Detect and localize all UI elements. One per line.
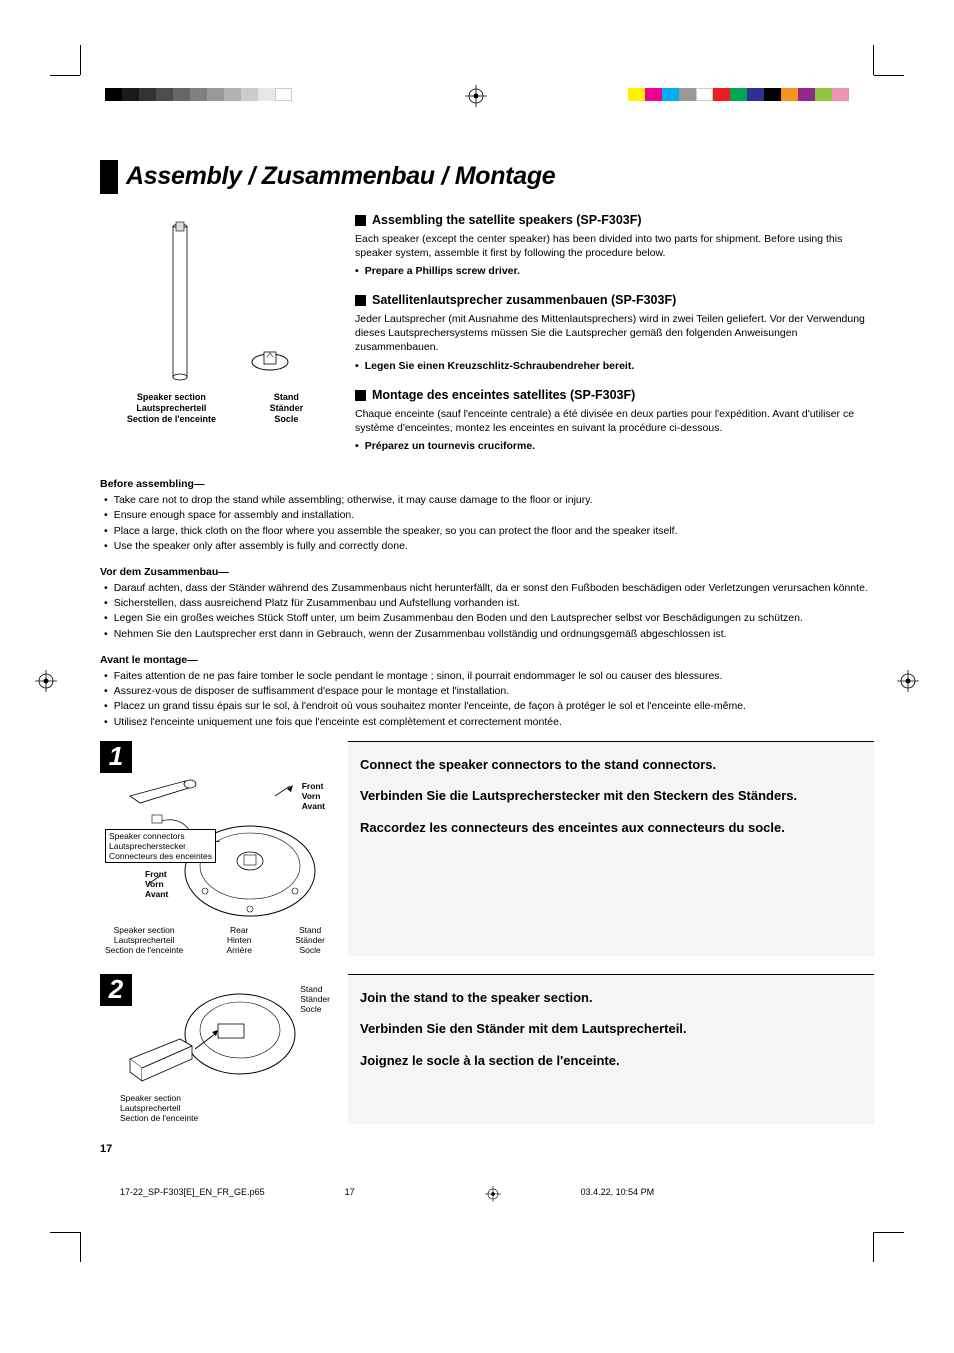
section-en: Assembling the satellite speakers (SP-F3… bbox=[355, 212, 874, 278]
step-1: 1 bbox=[100, 741, 874, 956]
warning-item: Faites attention de ne pas faire tomber … bbox=[104, 669, 874, 683]
warning-block: Vor dem Zusammenbau— Darauf achten, dass … bbox=[100, 565, 874, 641]
page-title: Assembly / Zusammenbau / Montage bbox=[126, 160, 555, 194]
section-de: Satellitenlautsprecher zusammenbauen (SP… bbox=[355, 292, 874, 373]
warning-item: Nehmen Sie den Lautsprecher erst dann in… bbox=[104, 627, 874, 641]
registration-mark-left-icon bbox=[35, 670, 57, 692]
bullet-en: Prepare a Phillips screw driver. bbox=[355, 264, 874, 278]
heading-de: Satellitenlautsprecher zusammenbauen (SP… bbox=[355, 292, 874, 309]
step2-speaker-label: Speaker section Lautsprecherteil Section… bbox=[120, 1093, 198, 1124]
footer-file: 17-22_SP-F303[E]_EN_FR_GE.p65 bbox=[120, 1186, 265, 1202]
step1-connectors-label: Speaker connectors Lautsprecherstecker C… bbox=[105, 829, 216, 864]
grayscale-bar bbox=[105, 88, 292, 101]
warning-item: Sicherstellen, dass ausreichend Platz fü… bbox=[104, 596, 874, 610]
step2-stand-label: Stand Ständer Socle bbox=[300, 984, 330, 1015]
warning-title: Before assembling— bbox=[100, 477, 874, 491]
top-crop-marks bbox=[0, 0, 954, 110]
warning-item: Legen Sie ein großes weiches Stück Stoff… bbox=[104, 611, 874, 625]
step1-front-label-mid: Front Vorn Avant bbox=[145, 869, 168, 900]
step-1-number: 1 bbox=[100, 741, 132, 773]
heading-en: Assembling the satellite speakers (SP-F3… bbox=[355, 212, 874, 229]
body-en: Each speaker (except the center speaker)… bbox=[355, 232, 874, 260]
body-de: Jeder Lautsprecher (mit Ausnahme des Mit… bbox=[355, 312, 874, 355]
step-2-text: Join the stand to the speaker section. V… bbox=[348, 974, 874, 1124]
step1-rear-label: Rear Hinten Arrière bbox=[226, 925, 252, 956]
step1-stand-label: Stand Ständer Socle bbox=[295, 925, 325, 956]
warning-item: Utilisez l'enceinte uniquement une fois … bbox=[104, 715, 874, 729]
bullet-fr: Préparez un tournevis cruciforme. bbox=[355, 439, 874, 453]
warning-block: Avant le montage— Faites attention de ne … bbox=[100, 653, 874, 729]
step-2-number: 2 bbox=[100, 974, 132, 1006]
top-diagram: Speaker section Lautsprecherteil Section… bbox=[100, 212, 330, 467]
registration-mark-icon bbox=[465, 85, 487, 107]
step-1-text: Connect the speaker connectors to the st… bbox=[348, 741, 874, 956]
warning-block: Before assembling— Take care not to drop … bbox=[100, 477, 874, 553]
warning-item: Placez un grand tissu épais sur le sol, … bbox=[104, 699, 874, 713]
footer-page: 17 bbox=[345, 1186, 355, 1202]
bullet-de: Legen Sie einen Kreuzschlitz-Schraubendr… bbox=[355, 359, 874, 373]
section-fr: Montage des enceintes satellites (SP-F30… bbox=[355, 387, 874, 453]
step1-front-label-top: Front Vorn Avant bbox=[302, 781, 325, 812]
page-number: 17 bbox=[100, 1142, 874, 1157]
body-fr: Chaque enceinte (sauf l'enceinte central… bbox=[355, 407, 874, 435]
page-title-bar: Assembly / Zusammenbau / Montage bbox=[100, 160, 874, 194]
warning-item: Darauf achten, dass der Ständer während … bbox=[104, 581, 874, 595]
warning-item: Take care not to drop the stand while as… bbox=[104, 493, 874, 507]
step-2: 2 Stand Ständer Socle Speaker section bbox=[100, 974, 874, 1124]
warning-item: Use the speaker only after assembly is f… bbox=[104, 539, 874, 553]
title-block-marker bbox=[100, 160, 118, 194]
speaker-section-label: Speaker section Lautsprecherteil Section… bbox=[127, 392, 216, 426]
warning-item: Assurez-vous de disposer de suffisamment… bbox=[104, 684, 874, 698]
registration-mark-icon bbox=[485, 1186, 501, 1202]
warning-item: Ensure enough space for assembly and ins… bbox=[104, 508, 874, 522]
warning-item: Place a large, thick cloth on the floor … bbox=[104, 524, 874, 538]
color-bar bbox=[628, 88, 849, 101]
bottom-crop-marks bbox=[0, 1222, 954, 1292]
step1-speaker-label: Speaker section Lautsprecherteil Section… bbox=[105, 925, 183, 956]
warning-title: Vor dem Zusammenbau— bbox=[100, 565, 874, 579]
heading-fr: Montage des enceintes satellites (SP-F30… bbox=[355, 387, 874, 404]
footer-meta: 17-22_SP-F303[E]_EN_FR_GE.p65 17 03.4.22… bbox=[100, 1186, 874, 1202]
registration-mark-right-icon bbox=[897, 670, 919, 692]
stand-label: Stand Ständer Socle bbox=[270, 392, 304, 426]
warning-title: Avant le montage— bbox=[100, 653, 874, 667]
footer-date: 03.4.22, 10:54 PM bbox=[581, 1186, 655, 1202]
